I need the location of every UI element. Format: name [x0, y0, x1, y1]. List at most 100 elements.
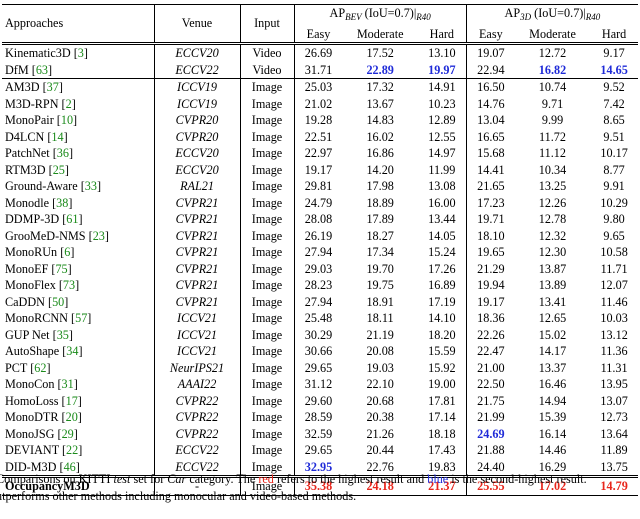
citation-link[interactable]: 50: [52, 294, 65, 309]
row-value: 29.81: [293, 178, 343, 195]
approach-name: Ground-Aware: [5, 179, 78, 193]
approach-name: MonoRUn: [5, 245, 58, 259]
approach-name: Monodle: [5, 195, 50, 210]
table-row: MonoCon [31] AAAI22 Image 31.12 22.10 19.00 22…: [2, 376, 638, 393]
citation-link[interactable]: 61: [66, 212, 79, 226]
table-row: PatchNet [36] ECCV20 Image 22.97 16.86 14.97 1…: [2, 145, 638, 162]
row-value: 9.65: [603, 228, 625, 243]
approach-name: HomoLoss: [5, 393, 59, 408]
row-value: 21.26: [366, 426, 394, 441]
citation-link[interactable]: 36: [56, 146, 69, 160]
row-value: 14.10: [428, 311, 456, 325]
row-value: 28.08: [293, 211, 343, 228]
row-approach: Kinematic3D [3]: [2, 42, 154, 62]
caption-blue-word: blue: [427, 472, 449, 486]
row-value: 21.37: [417, 475, 467, 496]
row-input: Image: [239, 326, 294, 343]
approach-name: DEVIANT: [5, 443, 59, 457]
citation-link[interactable]: 17: [65, 393, 78, 408]
citation-link[interactable]: 33: [84, 179, 97, 193]
row-value: 18.36: [465, 310, 515, 327]
citation-link[interactable]: 38: [56, 195, 69, 210]
approach-name: OccupancyM3D: [5, 479, 90, 493]
row-approach: MonoRCNN [57]: [5, 311, 92, 325]
row-venue: ECCV22: [153, 458, 240, 477]
col-group-3d: AP3D (IoU=0.7)|R40: [465, 4, 638, 26]
citation-link[interactable]: 6: [64, 245, 71, 259]
row-value: 22.50: [465, 376, 515, 393]
row-value: 21.65: [465, 178, 515, 195]
row-value: 35.38: [293, 475, 343, 496]
row-approach: DID-M3D [46]: [5, 459, 80, 474]
row-value: 26.19: [293, 227, 343, 244]
table-row: MonoRCNN [57] ICCV21 Image 25.48 18.11 14.10 1…: [2, 310, 638, 327]
row-value: 29.65: [293, 359, 343, 376]
row-approach: AutoShape [34]: [5, 344, 83, 358]
citation-link[interactable]: 62: [34, 360, 47, 375]
row-value: 17.43: [428, 443, 456, 457]
citation-link[interactable]: 75: [55, 261, 68, 276]
row-value: 14.17: [538, 344, 567, 358]
row-venue: CVPR20: [153, 128, 240, 145]
row-value: 13.75: [600, 459, 628, 474]
table-row: GrooMeD-NMS [23] CVPR21 Image 26.19 18.27 14.…: [2, 227, 638, 244]
row-value: 17.81: [428, 393, 456, 408]
row-value: 12.78: [538, 212, 567, 226]
row-input: Image: [239, 211, 294, 228]
citation-link[interactable]: 14: [51, 129, 64, 144]
table-row: AutoShape [34] ICCV21 Image 30.66 20.08 15.59…: [2, 343, 638, 360]
row-input: Image: [239, 145, 294, 162]
row-value: 18.27: [366, 228, 394, 243]
citation-link[interactable]: 57: [75, 311, 88, 325]
citation-link[interactable]: 22: [66, 443, 79, 457]
citation-link[interactable]: 37: [46, 80, 59, 94]
citation-link[interactable]: 2: [65, 96, 72, 111]
row-value: 12.26: [538, 195, 567, 210]
citation-link[interactable]: 31: [61, 377, 74, 391]
approach-name: MonoEF: [5, 261, 49, 276]
table-row: PCT [62] NeurIPS21 Image 29.65 19.03 15.92 21.…: [2, 359, 638, 376]
citation-link[interactable]: 25: [52, 162, 65, 177]
approach-name: D4LCN: [5, 129, 45, 144]
citation-link[interactable]: 63: [35, 62, 48, 77]
row-venue: CVPR21: [153, 227, 240, 244]
row-input: Image: [239, 78, 294, 96]
citation-link[interactable]: 73: [62, 278, 76, 292]
row-venue: NeurIPS21: [153, 359, 240, 376]
row-value: 14.20: [366, 162, 394, 177]
row-value: 17.34: [366, 245, 394, 259]
row-venue: ICCV21: [153, 343, 240, 360]
citation-link[interactable]: 10: [60, 113, 74, 127]
row-value: 17.19: [428, 294, 456, 309]
citation-link[interactable]: 20: [65, 410, 78, 424]
row-value: 9.91: [603, 179, 625, 193]
row-value: 30.66: [293, 343, 343, 360]
row-value: 13.25: [538, 179, 567, 193]
row-venue: CVPR21: [153, 244, 240, 261]
citation-link[interactable]: 23: [92, 228, 105, 243]
citation-link[interactable]: 29: [61, 426, 74, 441]
citation-link[interactable]: 3: [77, 46, 84, 60]
row-value: 28.23: [293, 277, 343, 294]
citation-link[interactable]: 34: [66, 344, 79, 358]
row-value: 19.75: [366, 278, 394, 292]
col-3d-moderate: Moderate: [529, 26, 576, 41]
row-input: Image: [239, 425, 294, 442]
row-input: Image: [239, 359, 294, 376]
row-approach: DDMP-3D [61]: [5, 212, 83, 226]
approach-name: DID-M3D: [5, 459, 57, 474]
row-value: 12.30: [538, 245, 567, 259]
approach-name: MonoJSG: [5, 426, 55, 441]
row-value: 16.46: [538, 377, 567, 391]
row-approach: DfM [63]: [5, 62, 53, 77]
row-value: 18.10: [465, 227, 515, 244]
citation-link[interactable]: 46: [63, 459, 76, 474]
row-value: 16.50: [465, 78, 515, 96]
row-input: Image: [239, 227, 294, 244]
row-input: Image: [239, 95, 294, 112]
approach-name: MonoPair: [5, 113, 54, 127]
row-value: 11.72: [539, 129, 566, 144]
table-row: DEVIANT [22] ECCV22 Image 29.65 20.44 17.43 21…: [2, 442, 638, 459]
citation-link[interactable]: 35: [56, 327, 69, 342]
row-value: 19.28: [293, 112, 343, 129]
